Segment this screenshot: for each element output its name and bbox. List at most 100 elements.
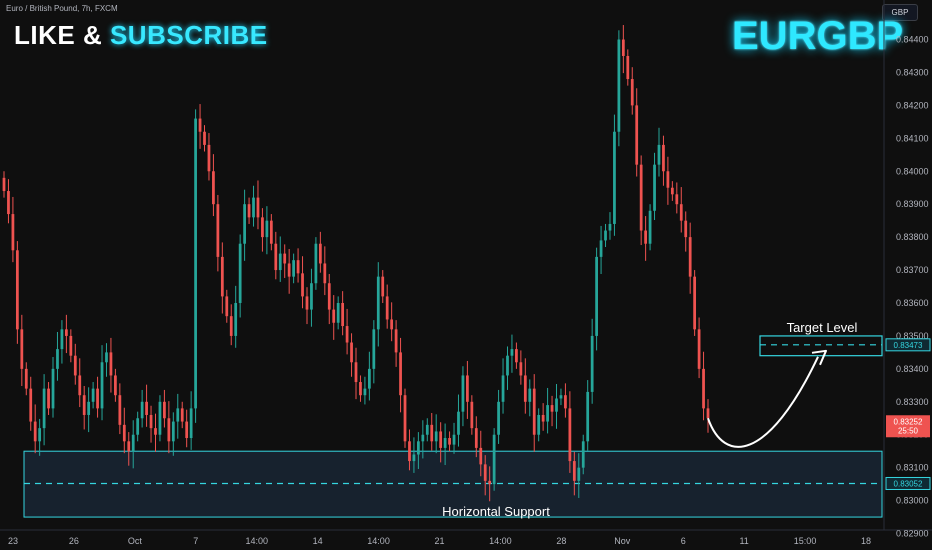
candle-body [310, 283, 313, 310]
x-tick-label: 18 [861, 536, 871, 546]
x-tick-label: 14 [313, 536, 323, 546]
candle-body [189, 408, 193, 439]
y-tick-label: 0.83400 [896, 364, 929, 374]
candle-body [122, 424, 126, 442]
x-tick-label: 7 [193, 536, 198, 546]
x-tick-label: 21 [434, 536, 444, 546]
candle-body [546, 405, 549, 422]
candle-body [212, 171, 215, 205]
candle-body [394, 329, 398, 353]
candle-body [470, 401, 474, 429]
candle-body [345, 326, 349, 343]
y-tick-label: 0.83900 [896, 199, 929, 209]
candle-body [247, 204, 251, 218]
candle-body [261, 217, 264, 238]
candle-body [390, 319, 394, 330]
candle-body [679, 204, 683, 221]
candle-body [448, 438, 451, 445]
candle-body [323, 263, 327, 284]
horizontal-support-label: Horizontal Support [442, 504, 550, 519]
candle-body [385, 296, 389, 320]
candle-body [42, 388, 46, 429]
candle-body [167, 418, 171, 442]
candle-body [367, 368, 371, 389]
candle-body [301, 273, 304, 297]
candle-body [176, 408, 180, 422]
candle-body [532, 388, 536, 435]
y-tick-label: 0.82900 [896, 529, 929, 539]
candle-body [127, 441, 131, 452]
y-tick-label: 0.83000 [896, 496, 929, 506]
candle-body [185, 421, 189, 439]
currency-button[interactable]: GBP [882, 4, 918, 21]
candle-body [572, 461, 576, 481]
candle-body [434, 431, 438, 442]
candle-body [292, 260, 296, 277]
x-tick-label: Oct [128, 536, 143, 546]
candle-body [608, 223, 612, 231]
candle-body [399, 352, 402, 396]
candle-body [688, 237, 692, 277]
candle-body [354, 362, 358, 383]
candle-body [483, 464, 487, 481]
candle-body [73, 355, 77, 376]
x-tick-label: 26 [69, 536, 79, 546]
candle-body [403, 395, 407, 442]
candle-body [225, 296, 229, 317]
x-tick-label: 15:00 [794, 536, 817, 546]
candle-body [697, 329, 701, 369]
x-tick-label: Nov [614, 536, 631, 546]
candle-body [523, 375, 527, 402]
candle-body [506, 355, 509, 376]
candle-body [555, 398, 558, 412]
candle-body [171, 421, 175, 442]
candle-body [56, 349, 59, 369]
candle-body [581, 441, 585, 468]
candle-body [586, 391, 590, 442]
candle-body [229, 316, 233, 336]
candle-body [158, 401, 162, 435]
candle-body [341, 302, 345, 327]
y-tick-label: 0.83500 [896, 331, 929, 341]
x-tick-label: 6 [681, 536, 686, 546]
candle-body [131, 434, 135, 452]
candle-body [198, 118, 202, 132]
candle-body [577, 467, 581, 481]
current-price-tag-bg [886, 415, 930, 438]
candle-body [332, 309, 336, 323]
candle-body [287, 263, 291, 277]
candle-body [430, 424, 434, 442]
candle-body [515, 349, 518, 363]
candle-body [163, 401, 166, 419]
candle-body [109, 352, 113, 376]
candle-body [220, 256, 224, 297]
candle-body [305, 296, 309, 310]
candle-body [421, 434, 425, 442]
candle-body [2, 177, 6, 192]
candle-body [274, 243, 278, 271]
candle-body [564, 395, 567, 409]
candle-body [684, 220, 688, 238]
candle-body [416, 441, 420, 455]
candle-body [590, 335, 594, 392]
candle-body [425, 424, 429, 435]
candle-body [69, 335, 73, 356]
candle-body [519, 362, 523, 376]
candle-body [559, 395, 563, 399]
candle-body [621, 39, 625, 56]
candle-body [666, 171, 670, 188]
y-tick-label: 0.84100 [896, 133, 929, 143]
y-tick-label: 0.83800 [896, 232, 929, 242]
candle-body [350, 342, 353, 363]
candle-body [537, 414, 541, 435]
x-tick-label: 14:00 [489, 536, 512, 546]
candle-body [639, 164, 643, 231]
arrow-head [811, 349, 827, 366]
candle-body [702, 368, 705, 409]
candle-body [376, 276, 380, 330]
candle-body [216, 204, 220, 257]
candle-body [474, 428, 478, 448]
candle-body [644, 230, 648, 244]
